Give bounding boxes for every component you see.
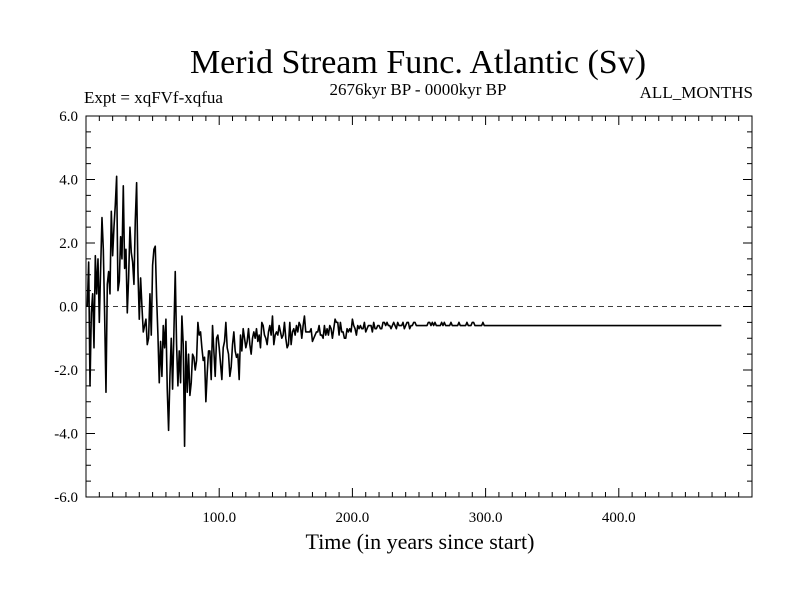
subtitle-experiment: Expt = xqFVf-xqfua (84, 88, 223, 107)
y-tick-label: -2.0 (54, 363, 78, 379)
x-tick-label: 300.0 (469, 510, 503, 526)
y-tick-label: -6.0 (54, 490, 78, 506)
y-tick-label: -4.0 (54, 427, 78, 443)
y-tick-label: 4.0 (59, 173, 78, 189)
y-tick-label: 0.0 (59, 300, 78, 316)
x-tick-label: 200.0 (336, 510, 370, 526)
subtitle-time-range: 2676kyr BP - 0000kyr BP (330, 80, 507, 99)
series-line-0 (86, 175, 722, 447)
x-tick-label: 100.0 (202, 510, 236, 526)
chart-title: Merid Stream Func. Atlantic (Sv) (190, 44, 646, 81)
x-tick-label: 400.0 (602, 510, 636, 526)
plot-area: -6.0 -4.0 -2.0 0.0 2.0 4.0 6.0 100.0 200.0 300.0 4… (54, 109, 753, 526)
subtitle-months: ALL_MONTHS (640, 83, 753, 102)
y-tick-label: 2.0 (59, 236, 78, 252)
y-tick-label: 6.0 (59, 109, 78, 125)
x-axis-label: Time (in years since start) (306, 529, 535, 554)
